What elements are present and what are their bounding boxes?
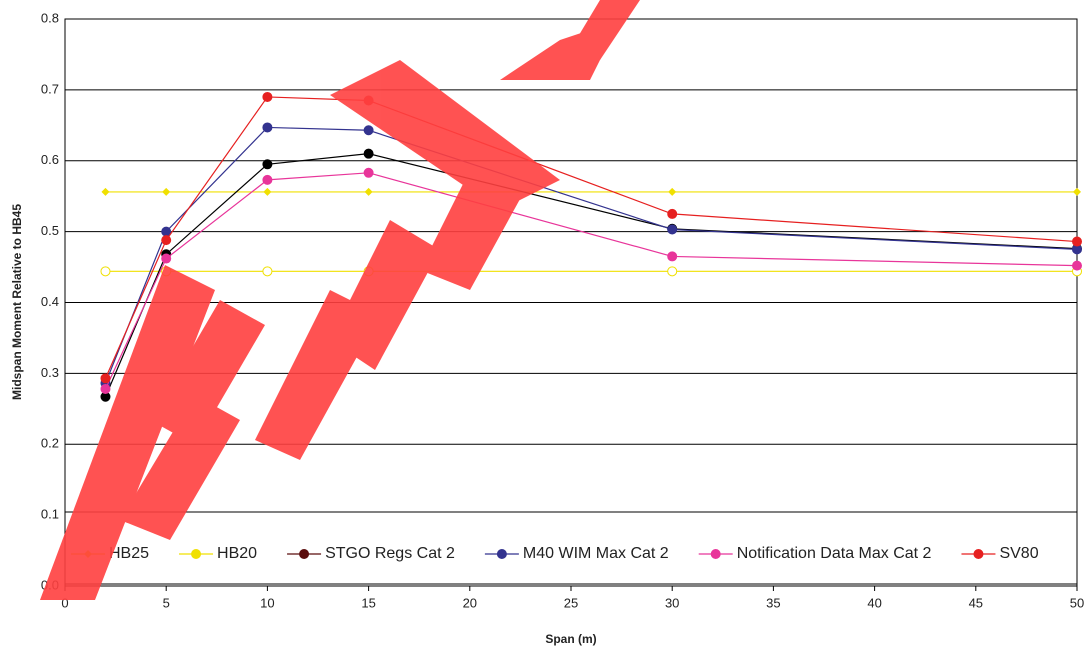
y-tick-label: 0.8 (41, 10, 59, 25)
legend-marker (496, 549, 507, 559)
x-tick-label: 20 (463, 595, 477, 610)
x-tick-label: 15 (361, 595, 375, 610)
data-point (1072, 260, 1082, 271)
data-point (364, 187, 373, 196)
data-point (667, 251, 678, 262)
data-point (363, 167, 374, 178)
x-tick-label: 50 (1070, 595, 1084, 610)
legend: HB25 HB20 STGO Regs Cat 2 M40 WIM Max Cat 2… (64, 511, 1078, 585)
y-tick-label: 0.4 (41, 294, 59, 309)
plot-frame (64, 18, 1078, 587)
y-tick-label: 0.1 (41, 507, 59, 522)
data-point (1073, 187, 1081, 196)
legend-label: HB25 (109, 545, 149, 562)
y-tick-label: 0.7 (41, 81, 59, 96)
data-point (101, 187, 110, 196)
x-tick-label: 10 (260, 595, 274, 610)
data-point (262, 122, 273, 133)
watermark (40, 0, 640, 600)
legend-label: HB20 (217, 545, 257, 562)
data-point (262, 266, 273, 277)
series-line (104, 96, 1078, 379)
x-tick-label: 45 (969, 595, 983, 610)
data-point (262, 159, 273, 170)
y-tick-label: 0.3 (41, 365, 59, 380)
x-tick-label: 35 (766, 595, 780, 610)
series-line (104, 153, 1078, 397)
data-point (161, 253, 172, 264)
legend-label: STGO Regs Cat 2 (325, 545, 455, 562)
data-point (1072, 236, 1082, 247)
x-tick-label: 5 (163, 595, 170, 610)
series-line (104, 126, 1078, 384)
legend-label: Notification Data Max Cat 2 (737, 545, 932, 562)
x-axis-title: Span (m) (545, 632, 596, 646)
data-point (668, 187, 677, 196)
legend-marker (710, 549, 721, 559)
plot-area: 0.00.10.20.30.40.50.60.70.80510152025303… (41, 10, 1084, 610)
legend-label: SV80 (999, 545, 1038, 562)
legend-marker (299, 549, 310, 559)
data-point (667, 224, 678, 235)
data-point (363, 125, 374, 136)
data-point (100, 266, 111, 277)
data-point (667, 266, 678, 277)
x-tick-label: 0 (61, 595, 68, 610)
y-tick-label: 0.5 (41, 223, 59, 238)
y-axis-title: Midspan Moment Relative to HB45 (10, 204, 24, 400)
data-point (100, 373, 111, 384)
data-point (262, 91, 273, 102)
legend-box (64, 511, 1078, 585)
series-line (104, 172, 1078, 390)
x-tick-label: 40 (867, 595, 881, 610)
legend-marker (191, 549, 202, 559)
data-point (263, 187, 272, 196)
data-point (262, 174, 273, 185)
x-tick-label: 25 (564, 595, 578, 610)
legend-marker (973, 549, 984, 559)
data-point (667, 208, 678, 219)
data-point (100, 383, 111, 394)
x-tick-label: 30 (665, 595, 679, 610)
y-tick-label: 0.2 (41, 436, 59, 451)
y-tick-label: 0.6 (41, 152, 59, 167)
data-point (161, 235, 172, 246)
data-point (363, 148, 374, 159)
legend-label: M40 WIM Max Cat 2 (523, 545, 669, 562)
data-point (162, 187, 171, 196)
